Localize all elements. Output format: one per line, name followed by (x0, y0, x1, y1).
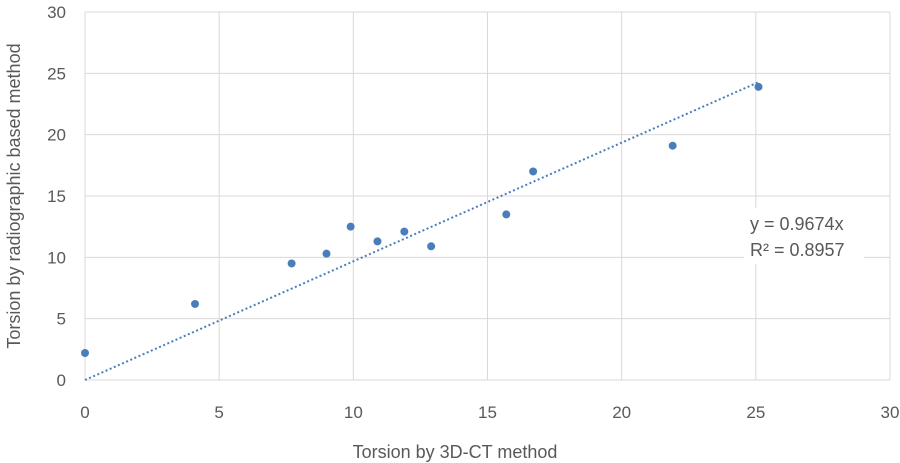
x-axis-title: Torsion by 3D-CT method (353, 442, 558, 462)
y-tick-label: 15 (47, 187, 66, 206)
tick-labels: 0 5 10 15 20 25 30 0 5 10 15 20 25 30 (47, 3, 899, 422)
r-squared-label: R² = 0.8957 (750, 240, 845, 260)
data-point (529, 167, 538, 176)
data-point (346, 222, 355, 231)
data-point (373, 237, 382, 246)
data-point (191, 299, 200, 308)
y-tick-label: 20 (47, 126, 66, 145)
trendline (84, 81, 759, 381)
x-tick-label: 25 (746, 403, 765, 422)
y-tick-label: 0 (57, 371, 66, 390)
trendline-equation: y = 0.9674x (750, 214, 844, 234)
y-tick-label: 10 (47, 248, 66, 267)
x-tick-label: 0 (80, 403, 89, 422)
annotation-background (744, 208, 864, 264)
y-tick-label: 30 (47, 3, 66, 22)
data-point (81, 349, 89, 358)
y-tick-label: 5 (57, 310, 66, 329)
data-points (81, 82, 763, 358)
data-point (427, 242, 436, 251)
x-tick-label: 30 (881, 403, 900, 422)
x-tick-label: 20 (612, 403, 631, 422)
x-tick-label: 15 (478, 403, 497, 422)
x-tick-label: 10 (344, 403, 363, 422)
y-tick-label: 25 (47, 64, 66, 83)
data-point (502, 210, 511, 219)
data-point (668, 141, 677, 150)
x-tick-label: 5 (214, 403, 223, 422)
data-point (322, 249, 331, 258)
data-point (287, 259, 296, 268)
data-point (754, 82, 763, 91)
grid (84, 11, 891, 381)
y-axis-title: Torsion by radiographic based method (4, 43, 24, 348)
trendline-layer (84, 81, 759, 381)
data-point (400, 227, 409, 236)
